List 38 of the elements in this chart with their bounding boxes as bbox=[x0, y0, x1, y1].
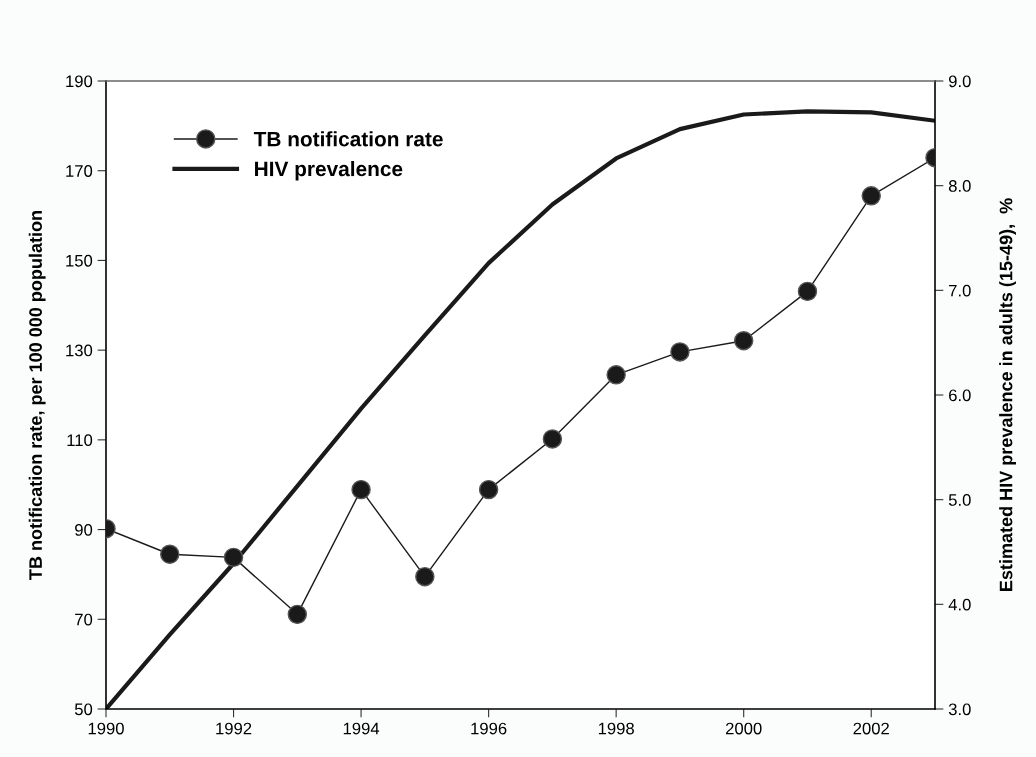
y-axis-title: TB notification rate, per 100 000 population bbox=[28, 211, 46, 580]
y-tick-label: 70 bbox=[75, 613, 93, 626]
y-tick-label: 90 bbox=[75, 523, 93, 536]
point bbox=[478, 479, 499, 500]
x-tick-label: 2000 bbox=[725, 722, 762, 735]
x-tick-label: 1998 bbox=[598, 722, 634, 735]
y-tick-label: 150 bbox=[66, 254, 93, 267]
y-tick-label: 130 bbox=[66, 344, 93, 357]
y2-tick-label: 4.0 bbox=[948, 598, 971, 611]
point bbox=[797, 281, 818, 302]
y2-tick-label: 9.0 bbox=[948, 75, 971, 88]
y2-tick-label: 6.0 bbox=[949, 389, 971, 402]
point bbox=[223, 547, 244, 568]
point bbox=[351, 479, 371, 500]
x-tick-label: 2002 bbox=[853, 722, 889, 735]
point bbox=[861, 186, 881, 206]
y-tick-label: 50 bbox=[74, 703, 93, 716]
y2-tick-label: 7.0 bbox=[949, 284, 971, 297]
y2-tick-label: 8.0 bbox=[948, 180, 971, 192]
x-tick-label: 1994 bbox=[343, 722, 380, 735]
y-tick-label: 170 bbox=[66, 165, 93, 177]
point bbox=[542, 429, 563, 449]
y2-tick-label: 3.0 bbox=[948, 703, 971, 716]
y2-tick-label: 5.0 bbox=[948, 494, 971, 506]
point bbox=[160, 544, 180, 564]
x-tick-label: 1990 bbox=[88, 722, 124, 735]
y2-axis-title: Estimated HIV prevalence in adults (15-49), % bbox=[999, 198, 1016, 591]
point bbox=[670, 342, 690, 362]
point bbox=[287, 604, 308, 625]
point bbox=[733, 330, 754, 351]
legend-label: TB notification rate bbox=[253, 131, 443, 147]
y-tick-label: 190 bbox=[66, 75, 93, 88]
legend-label: HIV prevalence bbox=[255, 160, 403, 181]
x-tick-label: 1992 bbox=[216, 722, 252, 735]
x-tick-label: 1996 bbox=[471, 722, 507, 735]
point bbox=[606, 365, 626, 385]
y-tick-label: 110 bbox=[67, 434, 93, 447]
point bbox=[415, 566, 435, 587]
